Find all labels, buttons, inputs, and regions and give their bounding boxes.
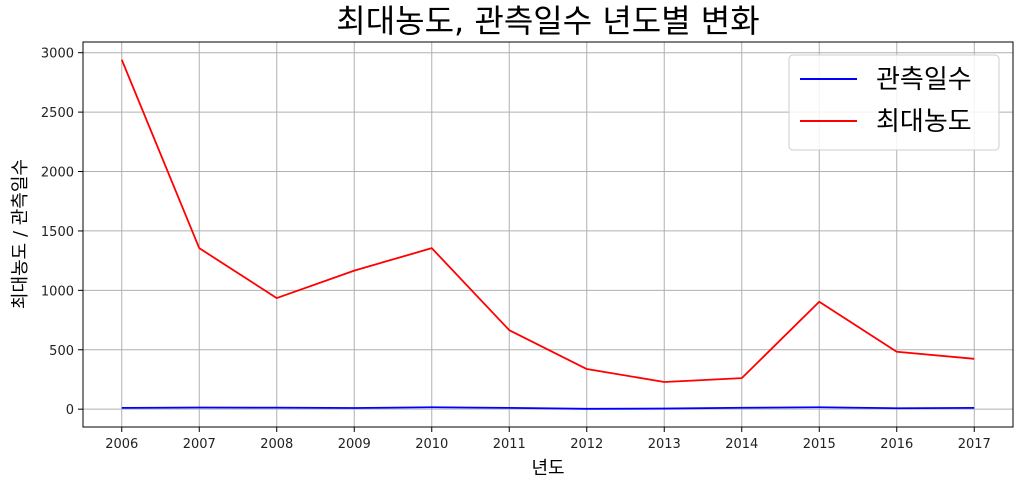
series-line-0 (121, 406, 975, 410)
series-line-1 (120, 59, 975, 383)
y-axis-ticks: 0 500 1000 1500 2000 2500 3000 (41, 47, 83, 418)
y-tick-label: 1500 (41, 225, 74, 240)
chart-title: 최대농도, 관측일수 년도별 변화 (336, 2, 759, 40)
x-tick-label: 2008 (260, 437, 293, 452)
legend-label-0: 관측일수 (876, 65, 972, 95)
y-tick-label: 3000 (41, 47, 74, 62)
x-axis-label: 년도 (531, 458, 564, 479)
x-axis-ticks: 2006 2007 2008 2009 2010 2011 2012 2013 2014 2015… (105, 427, 991, 452)
x-tick-label: 2006 (105, 437, 138, 452)
x-tick-label: 2011 (493, 437, 526, 452)
y-tick-label: 1000 (41, 284, 74, 299)
y-tick-label: 2000 (41, 166, 74, 181)
legend-label-1: 최대농도 (876, 107, 972, 137)
series-lines (120, 59, 975, 410)
x-tick-label: 2012 (570, 437, 603, 452)
plot-frame (82, 41, 1014, 428)
x-tick-label: 2016 (880, 437, 913, 452)
x-tick-label: 2010 (415, 437, 448, 452)
y-axis-label: 최대농도 / 관측일수 (10, 159, 31, 309)
x-tick-label: 2009 (338, 437, 371, 452)
x-tick-label: 2007 (183, 437, 216, 452)
y-tick-label: 500 (49, 344, 74, 359)
y-tick-label: 0 (66, 403, 74, 418)
x-tick-label: 2014 (725, 437, 758, 452)
x-tick-label: 2017 (958, 437, 991, 452)
x-tick-label: 2013 (648, 437, 681, 452)
x-tick-label: 2015 (803, 437, 836, 452)
y-tick-label: 2500 (41, 106, 74, 121)
